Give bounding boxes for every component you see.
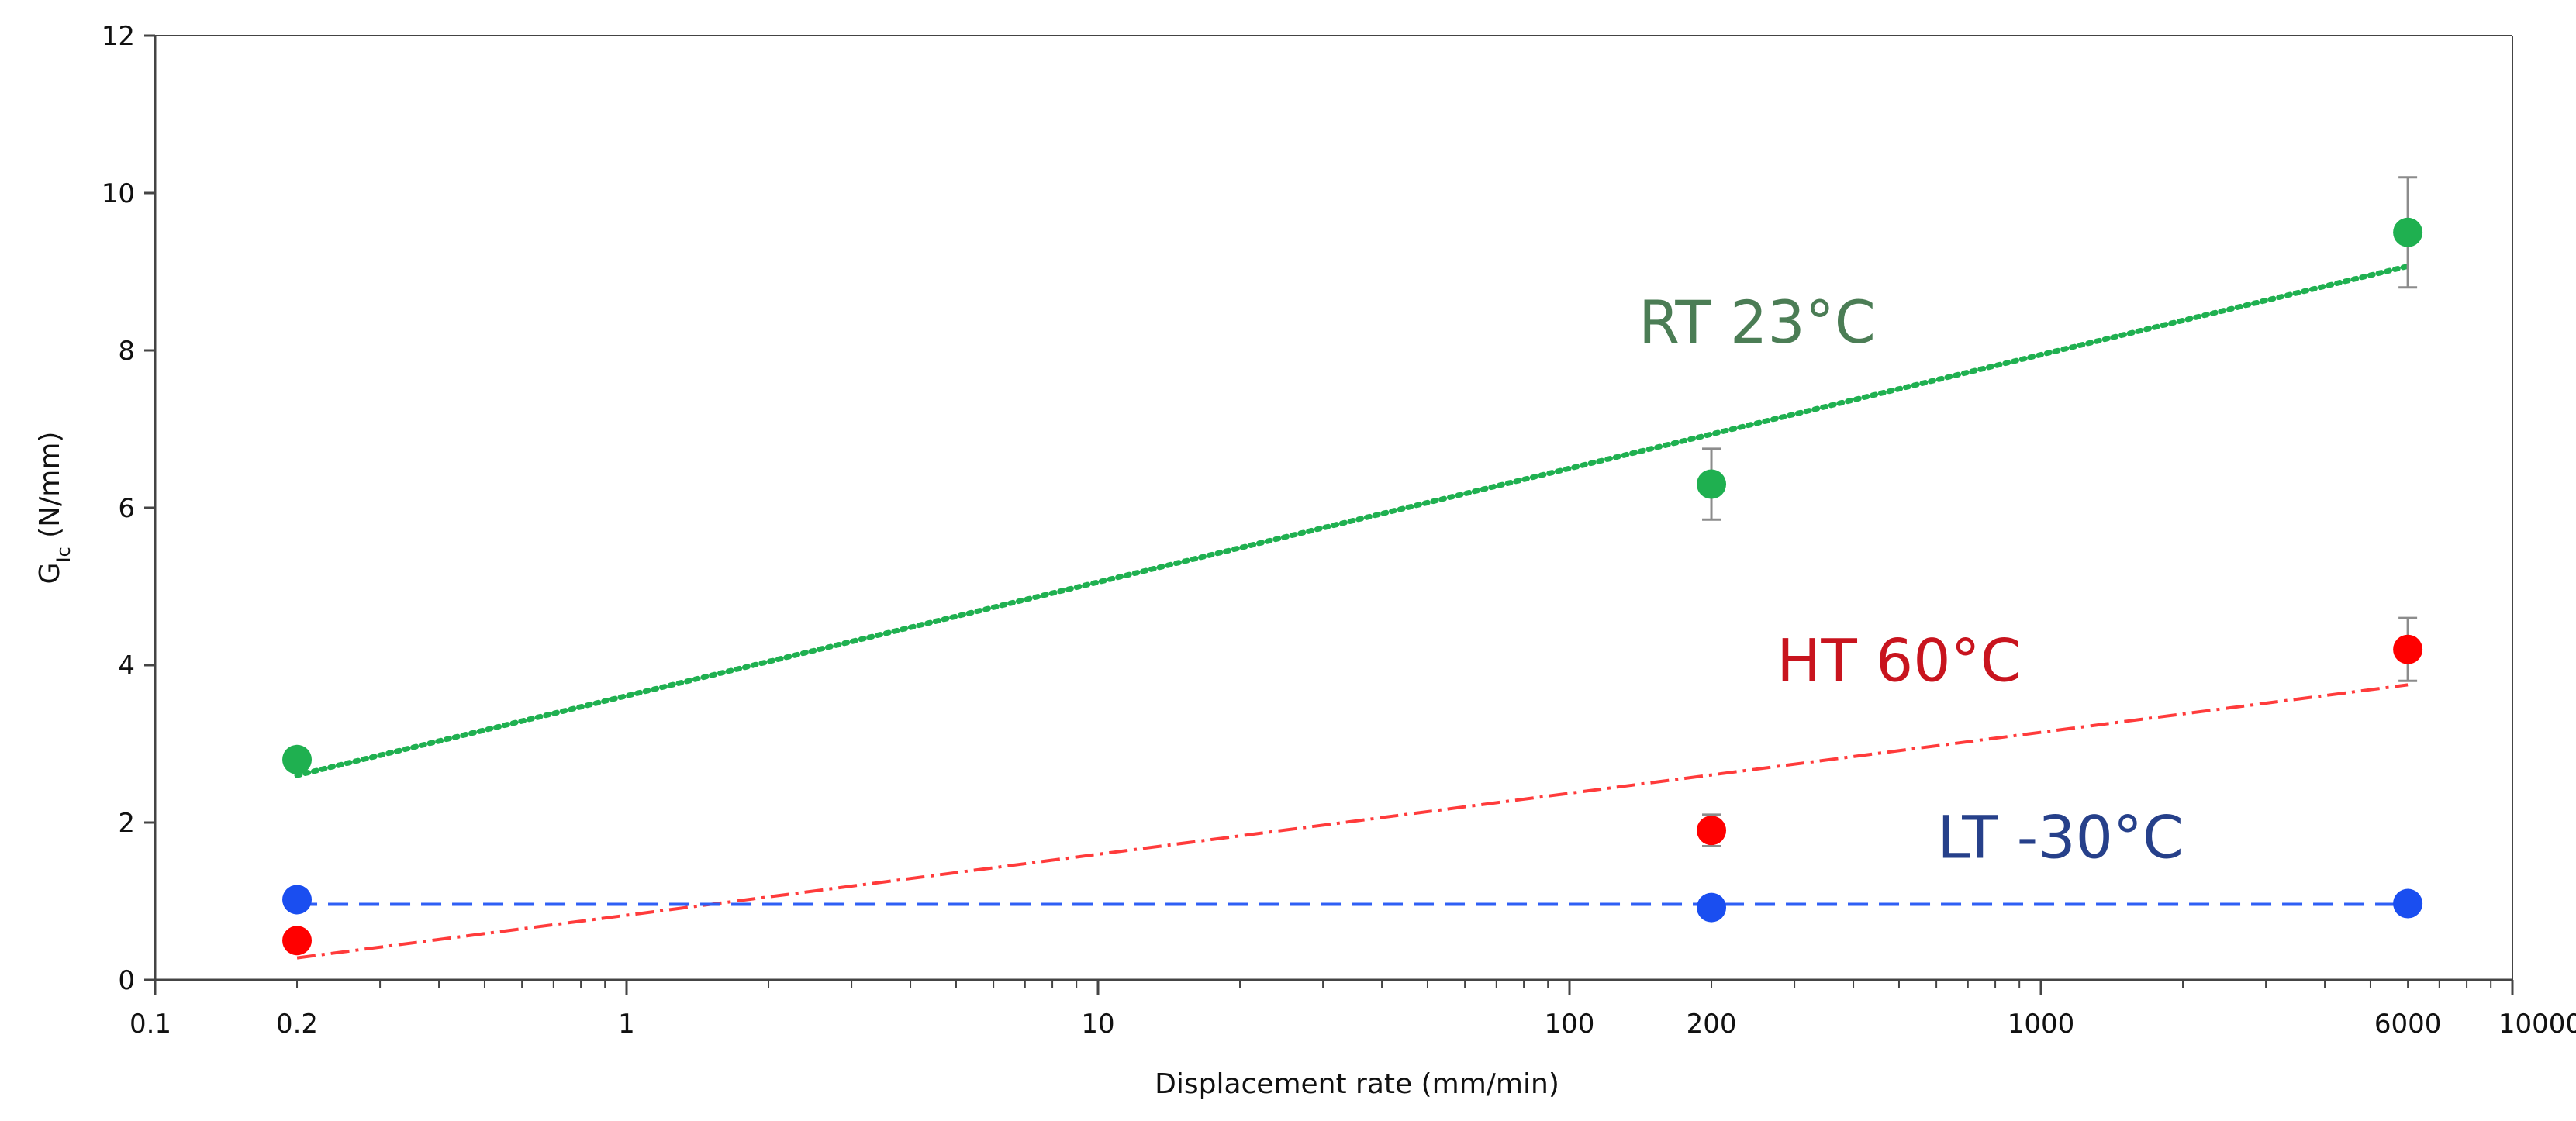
series-label-ht: HT 60°C (1777, 626, 2022, 695)
y-axis-title-unit: (N/mm) (34, 432, 66, 547)
data-point-rt (282, 744, 313, 774)
data-point-lt (1697, 892, 1727, 923)
data-point-rt (1697, 469, 1727, 499)
axes: 0 2 4 6 8 10 12 0.1 0.2 1 10 100 200 1000 6000 10000 Dis… (34, 21, 2576, 1100)
series-label-lt: LT -30°C (1937, 803, 2184, 872)
x-tick-label: 0.2 (276, 1009, 318, 1040)
y-tick-label: 6 (118, 493, 135, 524)
series-labels: RT 23°C HT 60°C LT -30°C (1638, 288, 2184, 872)
y-axis-title: GIc (N/mm) (34, 432, 74, 585)
y-tick-label: 0 (118, 965, 135, 996)
x-tick-label: 1000 (2008, 1009, 2075, 1040)
y-axis-title-main: G (34, 563, 66, 585)
data-point-lt (282, 885, 313, 915)
y-tick-label: 4 (118, 650, 135, 681)
x-tick-label: 6000 (2374, 1009, 2442, 1040)
trendline-rt (294, 263, 2411, 778)
y-tick-label: 10 (102, 178, 135, 209)
y-tick-label: 12 (102, 21, 135, 52)
y-tick-label: 2 (118, 808, 135, 839)
data-point-ht (2393, 634, 2423, 664)
trendline-ht (296, 683, 2409, 960)
x-axis-title: Displacement rate (mm/min) (1155, 1068, 1559, 1100)
data-point-ht (282, 926, 313, 956)
data-point-rt (2393, 217, 2423, 247)
data-points (282, 217, 2423, 956)
x-tick-label: 10000 (2498, 1009, 2576, 1040)
data-point-ht (1697, 816, 1727, 846)
x-tick-label: 0.1 (129, 1009, 171, 1040)
trendlines (294, 263, 2411, 960)
y-tick-label: 8 (118, 336, 135, 367)
series-label-rt: RT 23°C (1638, 288, 1876, 357)
data-point-lt (2393, 888, 2423, 919)
x-tick-label: 200 (1687, 1009, 1737, 1040)
y-axis-title-subscript: Ic (53, 547, 74, 562)
x-tick-label: 1 (618, 1009, 635, 1040)
x-tick-label: 100 (1545, 1009, 1595, 1040)
x-tick-label: 10 (1081, 1009, 1114, 1040)
